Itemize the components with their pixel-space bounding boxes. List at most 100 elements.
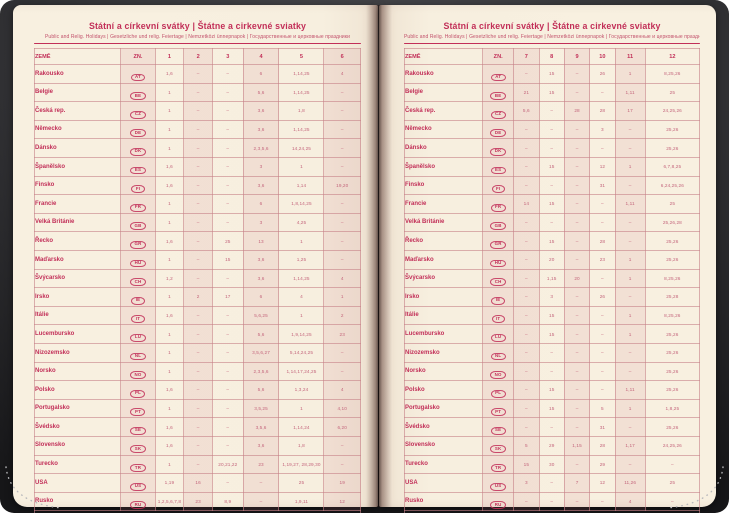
holiday-dates-month-11: 1: [614, 268, 646, 289]
country-code-badge: SK: [490, 445, 506, 454]
holiday-dates-month-8: 15: [538, 64, 565, 84]
holiday-dates-month-10: –: [589, 194, 616, 214]
country-code-badge: HU: [490, 259, 507, 268]
holiday-dates-month-4: 2,3,5,6: [242, 138, 280, 159]
holiday-dates-month-7: –: [513, 417, 540, 437]
holiday-dates-month-8: –: [538, 119, 565, 140]
month-column-header-4: 4: [242, 48, 280, 66]
holiday-dates-month-2: –: [183, 175, 213, 196]
holiday-dates-month-4: 3,6: [242, 250, 280, 270]
holiday-dates-month-10: 31: [589, 417, 616, 437]
country-row-it: Itálie IT –15– –1 8,25,26: [403, 305, 701, 326]
holiday-dates-month-11: –: [614, 231, 646, 252]
country-code-badge: FR: [130, 203, 146, 212]
country-code-cell: AT: [482, 64, 515, 84]
holiday-dates-month-12: 25,26: [644, 250, 701, 270]
holiday-dates-month-10: –: [589, 268, 616, 289]
holiday-dates-month-2: –: [183, 138, 213, 159]
country-code-cell: IT: [482, 305, 515, 326]
holiday-dates-month-1: 1,6: [154, 231, 185, 252]
holiday-dates-month-11: –: [614, 361, 646, 382]
country-code-badge: US: [490, 482, 506, 491]
country-code-cell: DE: [120, 119, 156, 140]
country-name: Francie: [33, 194, 122, 214]
holiday-dates-month-11: 1: [614, 324, 646, 344]
country-code-cell: SE: [482, 417, 515, 437]
holiday-dates-month-2: 16: [183, 473, 213, 493]
holiday-dates-month-9: 20: [563, 268, 591, 289]
holiday-dates-month-7: –: [513, 361, 540, 382]
holiday-dates-month-3: –: [211, 343, 244, 363]
country-name: Rusko: [403, 491, 484, 512]
holiday-dates-month-8: 15: [538, 231, 565, 252]
holiday-dates-month-11: –: [614, 119, 646, 140]
month-column-header-2: 2: [183, 48, 213, 66]
country-code-badge: CZ: [490, 110, 506, 119]
holiday-dates-month-9: 7: [563, 473, 591, 493]
holiday-dates-month-1: 1,6: [154, 175, 185, 196]
country-row-fr: Francie FR 1– –6 1,8,14,25–: [33, 194, 361, 214]
country-name: Portugalsko: [33, 398, 122, 419]
holiday-dates-month-8: 15: [538, 324, 565, 344]
holiday-dates-month-12: 1,8,25: [644, 398, 701, 419]
holiday-dates-month-9: –: [563, 119, 591, 140]
holiday-dates-month-2: –: [183, 157, 213, 177]
country-name: Německo: [33, 119, 122, 140]
country-name: Lucembursko: [33, 324, 122, 344]
holiday-dates-month-1: 1,2: [154, 268, 185, 289]
country-code-badge: FI: [491, 185, 505, 193]
holiday-dates-month-9: –: [563, 361, 591, 382]
country-row-gb: Velká Británie GB – – – – –25,26,28: [403, 212, 701, 233]
country-name: Španělsko: [33, 157, 122, 177]
country-code-badge: SE: [490, 426, 506, 435]
country-code-badge: DK: [490, 147, 507, 156]
country-code-badge: PL: [130, 389, 146, 398]
holiday-dates-month-3: –: [211, 361, 244, 382]
holiday-dates-month-10: 3: [589, 119, 616, 140]
holiday-dates-month-4: 3,5,25: [242, 398, 280, 419]
holiday-dates-month-1: 1,2,5,6,7,8: [154, 491, 185, 512]
holiday-dates-month-5: 1,8: [278, 101, 325, 121]
country-code-cell: IE: [120, 287, 156, 307]
holiday-dates-month-11: –: [614, 212, 646, 233]
holiday-dates-month-6: –: [323, 250, 361, 270]
title-rule: [404, 42, 700, 45]
holiday-dates-month-3: –: [211, 305, 244, 326]
holiday-dates-month-7: 5: [513, 435, 540, 456]
country-row-hu: Maďarsko HU 1–15 3,6 1,25–: [33, 250, 361, 270]
country-row-sk: Slovensko SK 5 29 1,15 28 1,17 24,25,26: [403, 435, 701, 456]
holiday-dates-month-11: 17: [614, 101, 646, 121]
holiday-dates-month-10: 28: [589, 101, 616, 121]
country-code-cell: HU: [120, 250, 156, 270]
country-code-cell: GR: [120, 231, 156, 252]
country-row-fi: Finsko FI 1,6– –3,6 1,14 19,20: [33, 175, 361, 196]
country-row-gr: Řecko GR 1,6–25 13 1–: [33, 231, 361, 252]
country-name: Švýcarsko: [33, 268, 122, 289]
holiday-dates-month-6: –: [323, 119, 361, 140]
country-column-header: ZEMĚ: [33, 48, 122, 66]
country-row-dk: Dánsko DK – – – – –25,26: [403, 138, 701, 159]
holiday-dates-month-2: –: [183, 324, 213, 344]
holiday-dates-month-7: –: [513, 268, 540, 289]
holiday-dates-month-3: –: [211, 194, 244, 214]
holiday-dates-month-5: 1,19,27, 28,29,30: [278, 454, 325, 475]
holiday-dates-month-1: 1: [154, 101, 185, 121]
holiday-dates-month-1: 1: [154, 138, 185, 159]
holiday-dates-month-2: –: [183, 343, 213, 363]
country-row-de: Německo DE 1– –3,6 1,14,25–: [33, 119, 361, 140]
country-code-cell: ES: [482, 157, 515, 177]
holiday-dates-month-12: 24,25,26: [644, 435, 701, 456]
holiday-dates-month-11: –: [614, 287, 646, 307]
holiday-dates-month-6: 19,20: [323, 175, 361, 196]
country-code-badge: IT: [491, 315, 505, 324]
holiday-dates-month-12: –: [644, 491, 701, 512]
holiday-dates-month-3: –: [211, 138, 244, 159]
holiday-dates-month-7: –: [513, 175, 540, 196]
country-code-badge: RU: [490, 501, 507, 510]
holiday-dates-month-12: 6,7,8,25: [644, 157, 701, 177]
page-title: Státní a církevní svátky | Štátne a cirk…: [443, 21, 661, 31]
table-header-row: ZEMĚ ZN. 7 8 9 10 11 12: [403, 48, 701, 66]
country-name: Portugalsko: [403, 398, 484, 419]
holiday-dates-month-6: –: [323, 231, 361, 252]
